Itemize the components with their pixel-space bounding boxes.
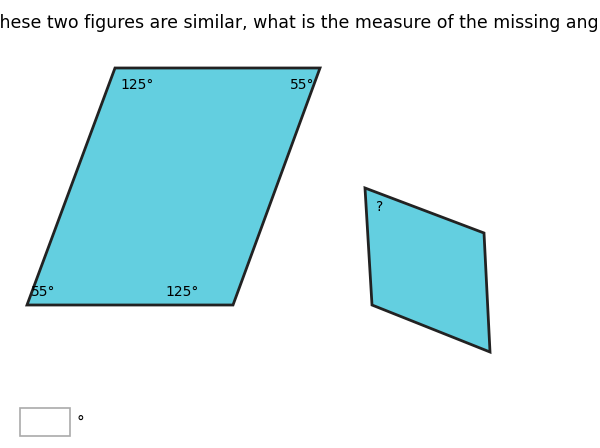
- Text: ?: ?: [376, 200, 383, 214]
- Text: °: °: [76, 414, 84, 430]
- Polygon shape: [365, 188, 490, 352]
- Polygon shape: [27, 68, 320, 305]
- Text: 55°: 55°: [31, 285, 56, 299]
- Text: 55°: 55°: [290, 78, 314, 92]
- Bar: [20, 408, 70, 436]
- Text: If these two figures are similar, what is the measure of the missing angle?: If these two figures are similar, what i…: [0, 14, 600, 32]
- Text: 125°: 125°: [120, 78, 154, 92]
- Text: 125°: 125°: [165, 285, 199, 299]
